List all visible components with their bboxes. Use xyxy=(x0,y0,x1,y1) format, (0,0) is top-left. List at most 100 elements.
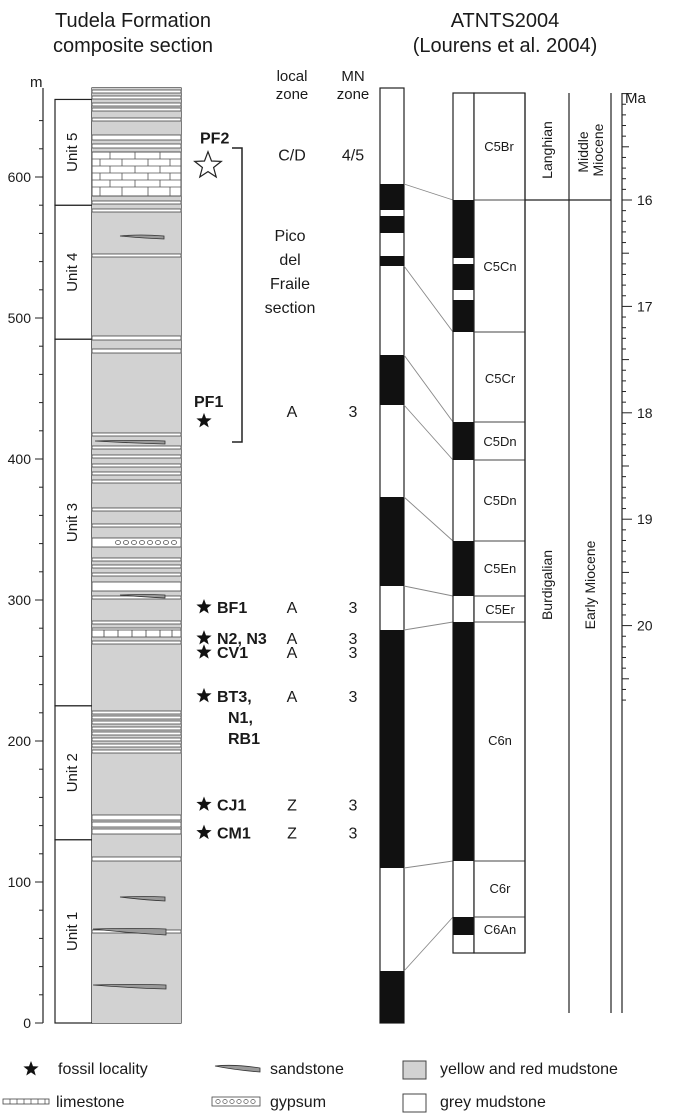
normal-polarity-interval xyxy=(380,971,404,1023)
sandstone-lens xyxy=(119,594,166,599)
limestone-bed xyxy=(91,134,182,141)
limestone-bed xyxy=(91,432,182,437)
local-zone-value: A xyxy=(287,600,298,617)
legend-fossil-label: fossil locality xyxy=(58,1061,148,1078)
sandstone-lens xyxy=(94,440,166,445)
limestone-bed xyxy=(91,143,182,149)
limestone-bed xyxy=(91,557,182,562)
mn-zone-header-line1: MN xyxy=(341,68,364,85)
locality-label: CV1 xyxy=(217,645,248,662)
normal-polarity-interval xyxy=(453,300,474,332)
chron-column-frame xyxy=(473,92,526,954)
locality-label: CM1 xyxy=(217,826,251,843)
local-zone-header-line1: local xyxy=(277,68,308,85)
normal-polarity-interval xyxy=(453,264,474,290)
fossil-star-icon xyxy=(196,412,212,428)
normal-polarity-interval xyxy=(380,184,404,210)
chron-label: C5Er xyxy=(485,602,515,617)
limestone-bed xyxy=(91,731,182,736)
fossil-star-icon xyxy=(196,796,212,811)
meter-tick-label: 600 xyxy=(8,169,32,185)
meter-tick-label: 400 xyxy=(8,451,32,467)
age-tick-label: 20 xyxy=(637,618,653,634)
stage-burdigalian: Burdigalian xyxy=(539,550,555,620)
chron-label: C5Dn xyxy=(483,493,516,508)
normal-polarity-interval xyxy=(453,200,474,258)
sandstone-lens xyxy=(92,984,167,990)
limestone-block xyxy=(91,151,182,197)
meter-tick-label: 100 xyxy=(8,874,32,890)
legend-limestone-label: limestone xyxy=(56,1094,125,1111)
limestone-swatch xyxy=(2,1098,50,1105)
local-zone-value: A xyxy=(287,631,298,648)
mn-zone-value: 3 xyxy=(349,404,358,421)
unit-box xyxy=(54,705,93,841)
local-zone-value: A xyxy=(287,645,298,662)
legend-mudstone-yr-label: yellow and red mudstone xyxy=(440,1061,618,1078)
limestone-bed xyxy=(91,454,182,459)
chron-label: C5Dn xyxy=(483,434,516,449)
fossil-star-icon xyxy=(23,1061,39,1076)
atnts-title-line2: (Lourens et al. 2004) xyxy=(413,35,598,57)
sandstone-swatch xyxy=(214,1064,261,1073)
age-unit: Ma xyxy=(625,90,646,107)
locality-label: N2, N3 xyxy=(217,631,267,648)
unit-box xyxy=(54,338,93,707)
limestone-block xyxy=(91,629,182,638)
correlation-lines xyxy=(403,183,454,972)
legend-sandstone-label: sandstone xyxy=(270,1061,344,1078)
locality-label: PF1 xyxy=(194,394,223,411)
limestone-bed xyxy=(91,102,182,107)
limestone-bed xyxy=(91,581,182,592)
legend-sandstone: sandstone xyxy=(214,1061,344,1078)
locality-label: BT3, xyxy=(217,689,252,706)
chron-column: C5Br C5Cn C5Cr C5Dn C5Dn C5En C5Er C6n C… xyxy=(473,92,526,954)
limestone-bed xyxy=(91,564,182,569)
limestone-bed xyxy=(91,107,182,112)
normal-polarity-interval xyxy=(453,422,474,460)
unit-label: Unit 4 xyxy=(64,253,81,292)
normal-polarity-interval xyxy=(380,216,404,233)
normal-polarity-interval xyxy=(380,497,404,586)
section-label-line1: Pico xyxy=(274,228,305,245)
limestone-bed xyxy=(91,335,182,341)
fossil-locality: BF1 A 3 xyxy=(196,599,358,617)
fossil-locality: N2, N3 A 3 xyxy=(196,630,358,648)
limestone-bed xyxy=(91,348,182,354)
fossil-locality: PF1 A 3 xyxy=(194,394,358,428)
sandstone-lens xyxy=(92,928,167,936)
sandstone-lens xyxy=(119,896,166,902)
locality-label: PF2 xyxy=(200,131,229,148)
atnts-title-line1: ATNTS2004 xyxy=(451,10,560,32)
gypsum-bed xyxy=(91,537,182,548)
pico-del-fraile-bracket: Pico del Fraile section xyxy=(232,147,315,443)
legend-fossil: fossil locality xyxy=(23,1061,148,1078)
limestone-bed xyxy=(91,208,182,213)
epoch-middle-miocene-line2: Miocene xyxy=(590,123,606,176)
fossil-locality: CM1 Z 3 xyxy=(196,824,358,843)
age-axis: 16 17 18 19 20 xyxy=(621,93,653,1013)
normal-polarity-interval xyxy=(380,256,404,266)
local-zone-value: Z xyxy=(287,797,297,814)
meter-tick-label: 500 xyxy=(8,310,32,326)
local-zone-value: A xyxy=(287,689,298,706)
local-zone-value: A xyxy=(287,404,298,421)
meter-tick-label: 300 xyxy=(8,592,32,608)
locality-label: RB1 xyxy=(228,731,260,748)
limestone-bed xyxy=(91,715,182,720)
locality-label: N1, xyxy=(228,710,253,727)
chronostratigraphy-columns: Langhian Burdigalian Early Miocene Middl… xyxy=(524,93,612,1013)
stage-langhian: Langhian xyxy=(539,121,555,179)
atnts-polarity-column xyxy=(452,92,475,954)
limestone-bed xyxy=(91,507,182,512)
limestone-bed xyxy=(91,479,182,484)
limestone-bed xyxy=(91,117,182,122)
unit-column: Unit 1 Unit 2 Unit 3 Unit 4 Unit 5 xyxy=(54,98,93,1024)
age-tick-label: 19 xyxy=(637,511,653,527)
chron-label: C6r xyxy=(490,881,512,896)
chron-label: C6n xyxy=(488,733,512,748)
mn-zone-value: 3 xyxy=(349,826,358,843)
open-star-icon xyxy=(193,149,223,179)
limestone-bed xyxy=(91,572,182,577)
epoch-early-miocene: Early Miocene xyxy=(582,540,598,629)
